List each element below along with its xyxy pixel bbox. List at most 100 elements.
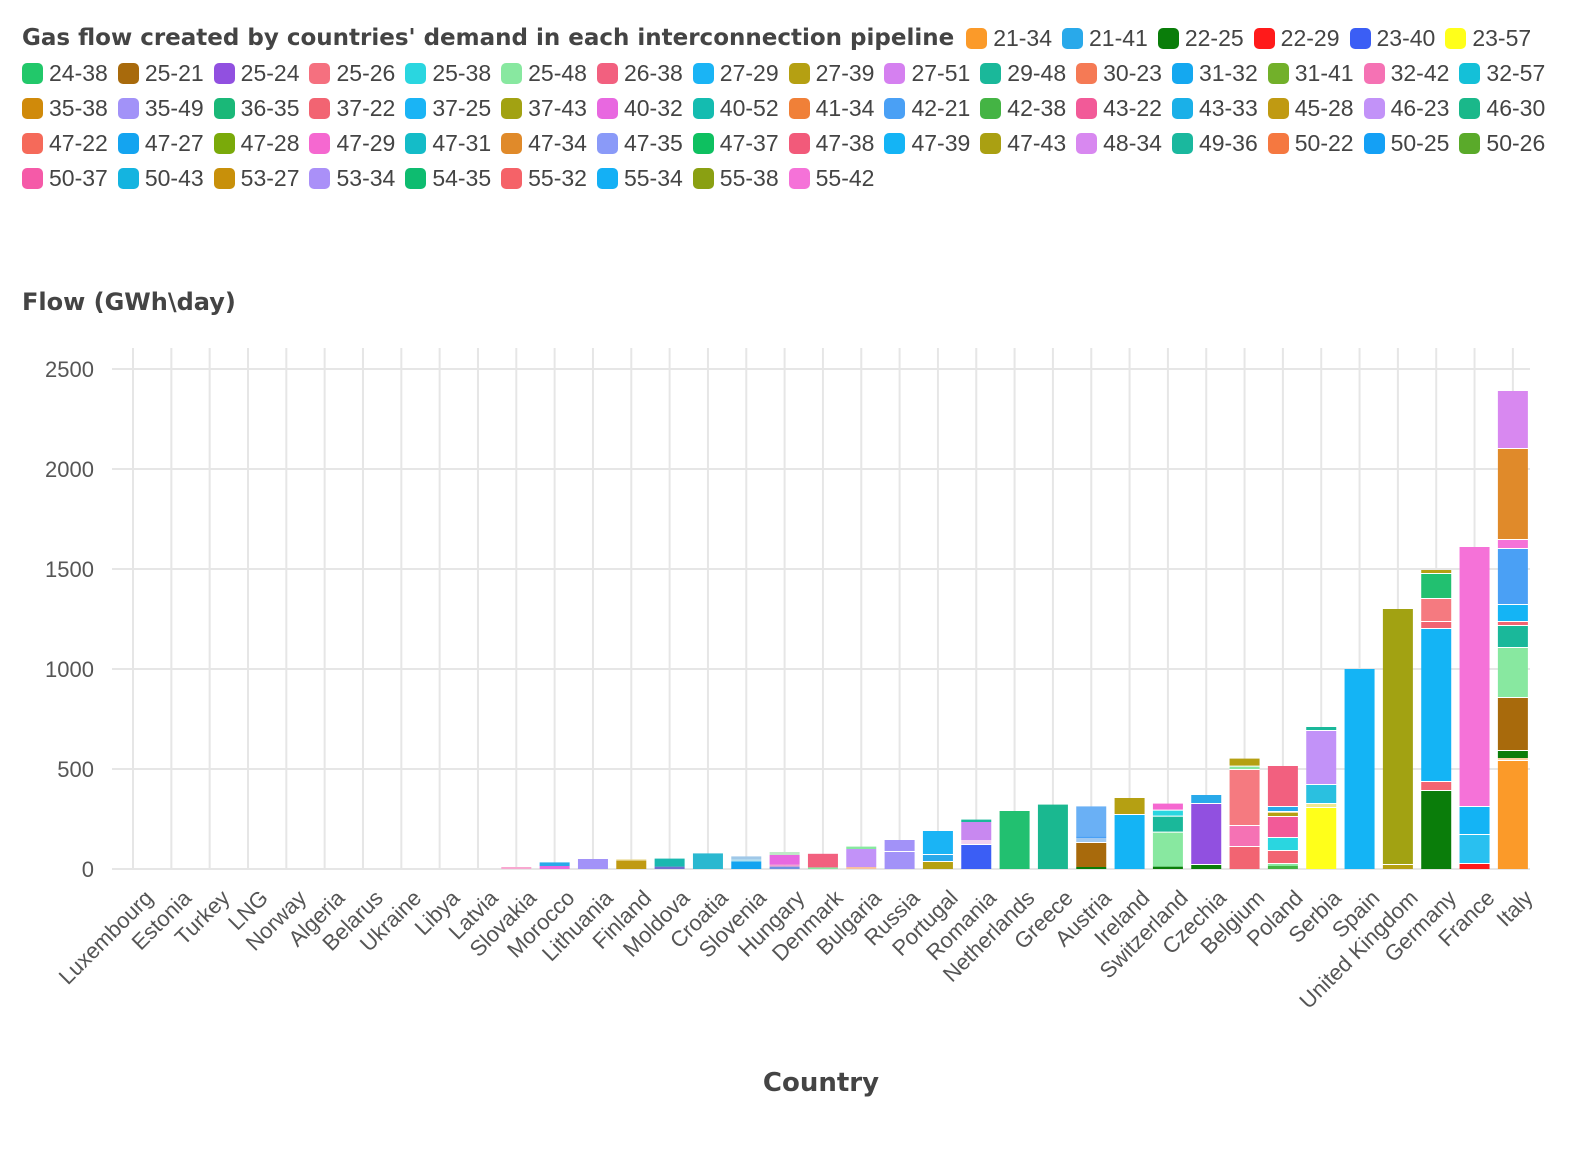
bar-segment[interactable] <box>1267 864 1298 866</box>
bar-segment[interactable] <box>1191 865 1222 869</box>
bar-segment[interactable] <box>539 866 570 869</box>
bar-segment[interactable] <box>1421 782 1452 790</box>
bar-segment[interactable] <box>884 840 915 851</box>
bar-segment[interactable] <box>1267 817 1298 837</box>
bar-segment[interactable] <box>1459 835 1490 863</box>
bar-segment[interactable] <box>1421 621 1452 622</box>
bar-segment[interactable] <box>1497 647 1528 648</box>
bar-segment[interactable] <box>846 849 877 867</box>
bar-segment[interactable] <box>577 859 608 869</box>
bar-segment[interactable] <box>1497 604 1528 605</box>
bar-segment[interactable] <box>1344 669 1375 869</box>
bar-segment[interactable] <box>1229 847 1260 869</box>
bar-segment[interactable] <box>999 811 1030 869</box>
bar-segment[interactable] <box>961 822 992 840</box>
bar-segment[interactable] <box>1497 625 1528 626</box>
legend-item[interactable]: 29-48 <box>980 57 1066 90</box>
bar-segment[interactable] <box>1306 730 1337 731</box>
bar-segment[interactable] <box>1497 758 1528 760</box>
bar-segment[interactable] <box>1497 760 1528 761</box>
legend-item[interactable]: 42-38 <box>980 92 1066 125</box>
bar-segment[interactable] <box>1114 814 1145 815</box>
bar-segment[interactable] <box>1382 609 1413 864</box>
bar-segment[interactable] <box>1076 806 1107 837</box>
bar-segment[interactable] <box>961 844 992 845</box>
bar-segment[interactable] <box>1152 815 1183 817</box>
legend-item[interactable]: 43-33 <box>1171 92 1258 125</box>
legend-item[interactable]: 41-34 <box>788 92 874 125</box>
legend-item[interactable]: 50-37 <box>22 162 108 195</box>
bar-segment[interactable] <box>1459 807 1490 834</box>
bar-segment[interactable] <box>1306 803 1337 804</box>
legend-item[interactable]: 45-28 <box>1267 92 1354 125</box>
legend-item[interactable]: 55-32 <box>501 162 587 195</box>
bar-segment[interactable] <box>884 851 915 852</box>
bar-segment[interactable] <box>1267 850 1298 851</box>
bar-segment[interactable] <box>1459 863 1490 864</box>
bar-segment[interactable] <box>1229 758 1260 766</box>
bar-segment[interactable] <box>1421 622 1452 628</box>
bar-segment[interactable] <box>846 867 877 869</box>
legend-item[interactable]: 50-22 <box>1267 127 1354 160</box>
bar-segment[interactable] <box>1497 548 1528 549</box>
legend-item[interactable]: 25-21 <box>117 57 204 90</box>
legend-item[interactable]: 40-52 <box>692 92 779 125</box>
legend-item[interactable]: 50-43 <box>117 162 204 195</box>
bar-segment[interactable] <box>1497 549 1528 604</box>
bar-segment[interactable] <box>1191 804 1222 864</box>
legend-item[interactable]: 31-41 <box>1267 57 1354 90</box>
bar-segment[interactable] <box>731 861 762 869</box>
bar-segment[interactable] <box>1267 816 1298 817</box>
bar-segment[interactable] <box>1229 765 1260 767</box>
bar-segment[interactable] <box>1267 807 1298 811</box>
legend-item[interactable]: 32-57 <box>1459 57 1545 90</box>
bar-segment[interactable] <box>1229 826 1260 846</box>
bar-segment[interactable] <box>922 831 953 854</box>
bar-segment[interactable] <box>1191 864 1222 865</box>
bar-segment[interactable] <box>1267 866 1298 869</box>
legend-item[interactable]: 27-39 <box>788 57 874 90</box>
legend-item[interactable]: 53-34 <box>309 162 395 195</box>
bar-segment[interactable] <box>1267 811 1298 812</box>
bar-segment[interactable] <box>922 861 953 862</box>
bar-segment[interactable] <box>1267 806 1298 807</box>
bar-segment[interactable] <box>1152 816 1183 832</box>
bar-segment[interactable] <box>539 862 570 866</box>
legend-item[interactable]: 47-22 <box>22 127 108 160</box>
legend-item[interactable]: 23-40 <box>1349 22 1435 55</box>
legend-item[interactable]: 22-25 <box>1157 22 1244 55</box>
legend-item[interactable]: 42-21 <box>884 92 970 125</box>
bar-segment[interactable] <box>1152 832 1183 867</box>
legend-item[interactable]: 47-39 <box>884 127 970 160</box>
legend-item[interactable]: 37-25 <box>405 92 491 125</box>
legend-item[interactable]: 46-23 <box>1363 92 1449 125</box>
bar-segment[interactable] <box>1421 574 1452 598</box>
legend-item[interactable]: 50-26 <box>1459 127 1545 160</box>
bar-segment[interactable] <box>1497 648 1528 697</box>
legend-item[interactable]: 25-48 <box>501 57 587 90</box>
bar-segment[interactable] <box>1497 698 1528 750</box>
bar-segment[interactable] <box>922 854 953 855</box>
legend-item[interactable]: 47-31 <box>405 127 491 160</box>
bar-segment[interactable] <box>1267 813 1298 816</box>
bar-segment[interactable] <box>961 840 992 844</box>
legend-item[interactable]: 43-22 <box>1076 92 1162 125</box>
bar-segment[interactable] <box>1306 784 1337 785</box>
legend-item[interactable]: 25-26 <box>309 57 395 90</box>
legend-item[interactable]: 55-38 <box>692 162 779 195</box>
legend-item[interactable]: 37-43 <box>501 92 587 125</box>
bar-segment[interactable] <box>1421 791 1452 869</box>
bar-segment[interactable] <box>1497 750 1528 751</box>
bar-segment[interactable] <box>1306 807 1337 808</box>
bar-segment[interactable] <box>1267 837 1298 838</box>
legend-item[interactable]: 47-38 <box>788 127 874 160</box>
legend-item[interactable]: 31-32 <box>1171 57 1258 90</box>
bar-segment[interactable] <box>1076 867 1107 869</box>
legend-item[interactable]: 55-42 <box>788 162 874 195</box>
bar-segment[interactable] <box>1152 866 1183 869</box>
legend-item[interactable]: 25-38 <box>405 57 491 90</box>
legend-item[interactable]: 47-35 <box>596 127 683 160</box>
bar-segment[interactable] <box>1497 622 1528 625</box>
legend-item[interactable]: 53-27 <box>213 162 299 195</box>
bar-segment[interactable] <box>1497 540 1528 548</box>
